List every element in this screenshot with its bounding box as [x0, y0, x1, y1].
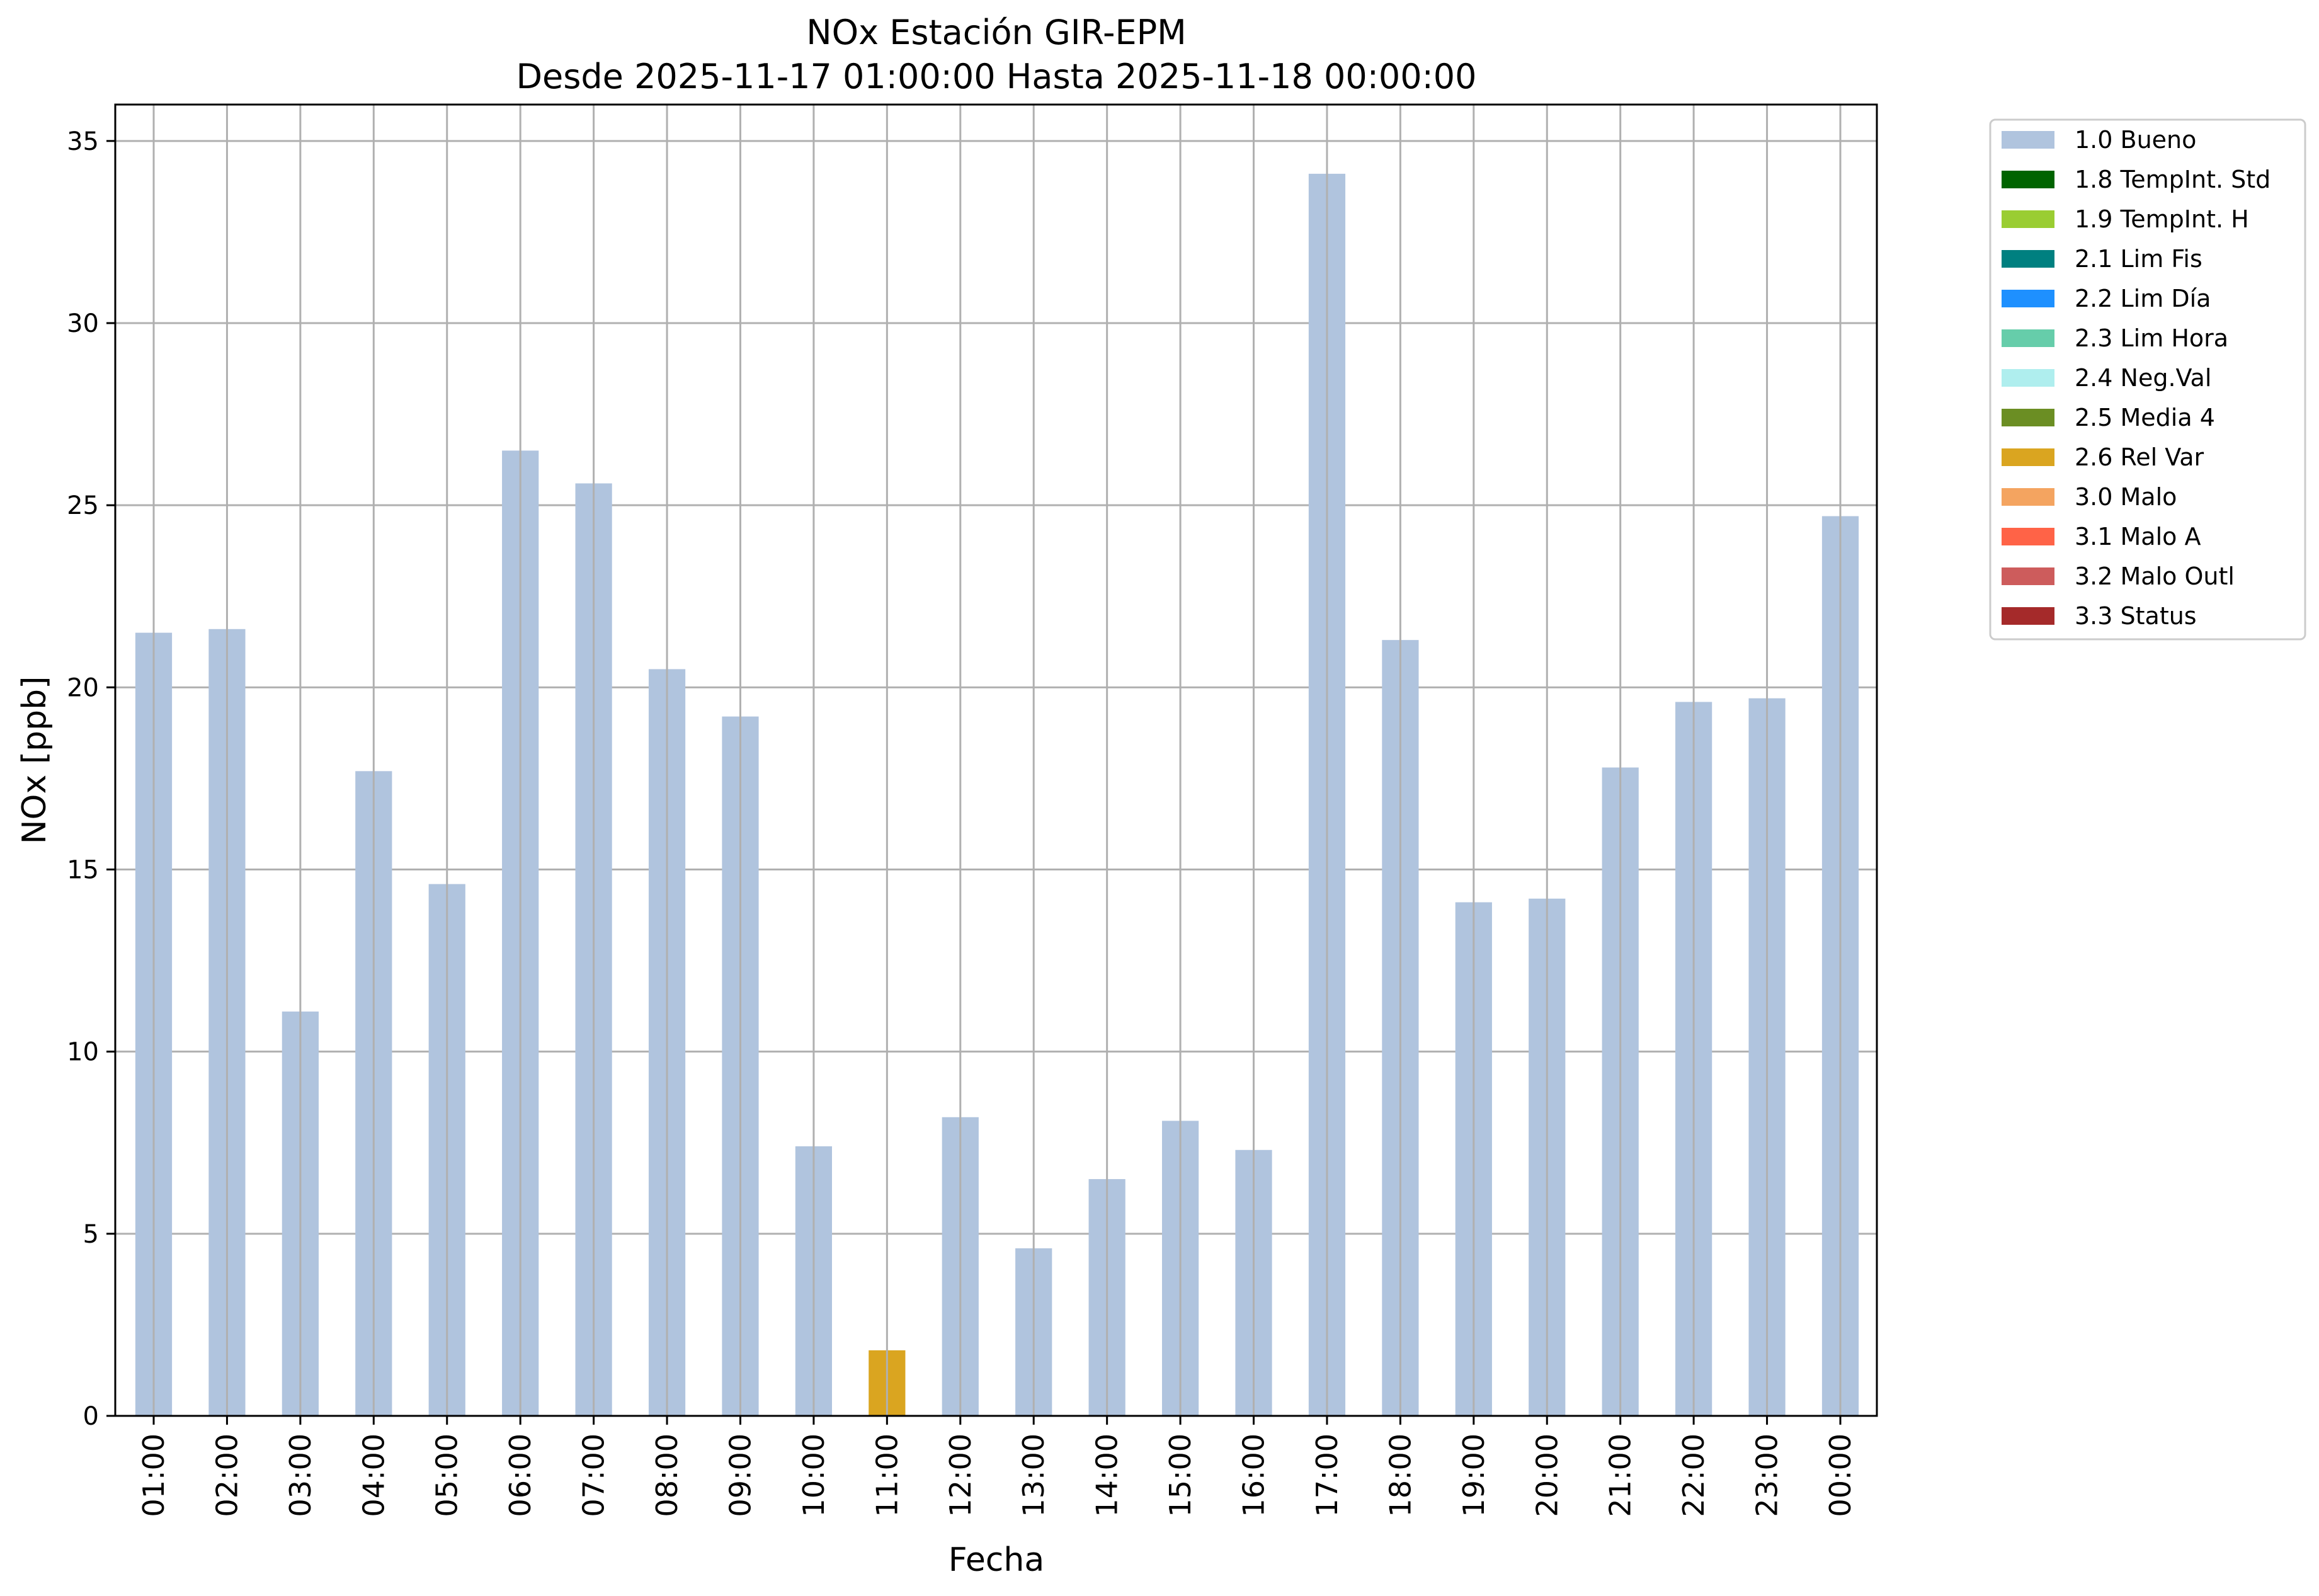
legend-label: 1.9 TempInt. H: [2075, 205, 2249, 233]
grid-lines: [115, 140, 1877, 1417]
legend-label: 3.0 Malo: [2075, 483, 2177, 511]
x-tick-label: 01:00: [137, 1434, 171, 1517]
x-tick-label: 05:00: [430, 1434, 464, 1517]
y-ticks: 0 5 10 15 20 25 30 35: [67, 127, 115, 1431]
legend-label: 2.1 Lim Fis: [2075, 245, 2202, 273]
y-tick-label: 0: [83, 1402, 99, 1431]
x-ticks: 01:00 02:00 03:00 04:00 05:00 06:00 07:00 08:00…: [137, 1416, 1857, 1517]
x-tick-label: 21:00: [1604, 1434, 1638, 1517]
x-tick-label: 02:00: [210, 1434, 244, 1517]
bars: [135, 105, 1859, 1416]
legend-label: 2.5 Media 4: [2075, 404, 2215, 431]
x-tick-label: 00:00: [1823, 1434, 1857, 1517]
legend-label: 2.3 Lim Hora: [2075, 324, 2228, 352]
legend-swatch: [2002, 171, 2054, 188]
x-tick-label: 15:00: [1163, 1434, 1197, 1517]
legend-label: 3.3 Status: [2075, 602, 2197, 630]
y-tick-label: 25: [67, 491, 99, 520]
y-tick-label: 15: [67, 856, 99, 885]
legend-swatch: [2002, 131, 2054, 149]
x-tick-label: 13:00: [1017, 1434, 1051, 1517]
y-tick-label: 35: [67, 127, 99, 156]
x-tick-label: 23:00: [1750, 1434, 1784, 1517]
x-tick-label: 08:00: [650, 1434, 684, 1517]
legend-swatch: [2002, 448, 2054, 466]
chart-title: NOx Estación GIR-EPM: [806, 13, 1187, 52]
legend-label: 2.4 Neg.Val: [2075, 364, 2211, 392]
x-axis-label: Fecha: [949, 1541, 1044, 1579]
legend-swatch: [2002, 528, 2054, 545]
x-tick-label: 09:00: [723, 1434, 757, 1517]
legend-label: 3.2 Malo Outl: [2075, 562, 2235, 590]
x-tick-label: 16:00: [1237, 1434, 1271, 1517]
x-tick-label: 14:00: [1090, 1434, 1124, 1517]
legend-swatch: [2002, 250, 2054, 268]
x-tick-label: 17:00: [1310, 1434, 1344, 1517]
x-tick-label: 18:00: [1383, 1434, 1417, 1517]
legend-swatch: [2002, 409, 2054, 426]
plot-frame: [114, 103, 1878, 1417]
y-tick-label: 30: [67, 309, 99, 338]
legend-label: 3.1 Malo A: [2075, 523, 2201, 550]
x-tick-label: 20:00: [1530, 1434, 1564, 1517]
legend-label: 1.8 TempInt. Std: [2075, 166, 2271, 193]
legend-swatch: [2002, 290, 2054, 307]
y-axis-label: NOx [ppb]: [16, 676, 54, 845]
x-tick-label: 04:00: [356, 1434, 390, 1517]
x-tick-label: 06:00: [503, 1434, 537, 1517]
x-tick-label: 12:00: [943, 1434, 977, 1517]
y-tick-label: 10: [67, 1038, 99, 1067]
x-tick-label: 10:00: [797, 1434, 831, 1517]
chart-subtitle: Desde 2025-11-17 01:00:00 Hasta 2025-11-…: [516, 57, 1476, 96]
y-tick-label: 5: [83, 1220, 99, 1249]
legend-label: 1.0 Bueno: [2075, 126, 2196, 154]
legend-label: 2.2 Lim Día: [2075, 285, 2211, 312]
legend-swatch: [2002, 369, 2054, 387]
legend: 1.0 Bueno 1.8 TempInt. Std 1.9 TempInt. H 2…: [1989, 118, 2306, 641]
legend-swatch: [2002, 488, 2054, 506]
legend-swatch: [2002, 210, 2054, 228]
legend-label: 2.6 Rel Var: [2075, 443, 2204, 471]
legend-swatch: [2002, 567, 2054, 585]
legend-swatch: [2002, 329, 2054, 347]
y-tick-label: 20: [67, 673, 99, 702]
x-tick-label: 07:00: [577, 1434, 611, 1517]
legend-swatch: [2002, 607, 2054, 625]
x-tick-label: 03:00: [283, 1434, 317, 1517]
legend-frame: [1989, 118, 2306, 641]
x-tick-label: 19:00: [1457, 1434, 1491, 1517]
x-tick-label: 22:00: [1677, 1434, 1711, 1517]
x-tick-label: 11:00: [870, 1434, 904, 1517]
